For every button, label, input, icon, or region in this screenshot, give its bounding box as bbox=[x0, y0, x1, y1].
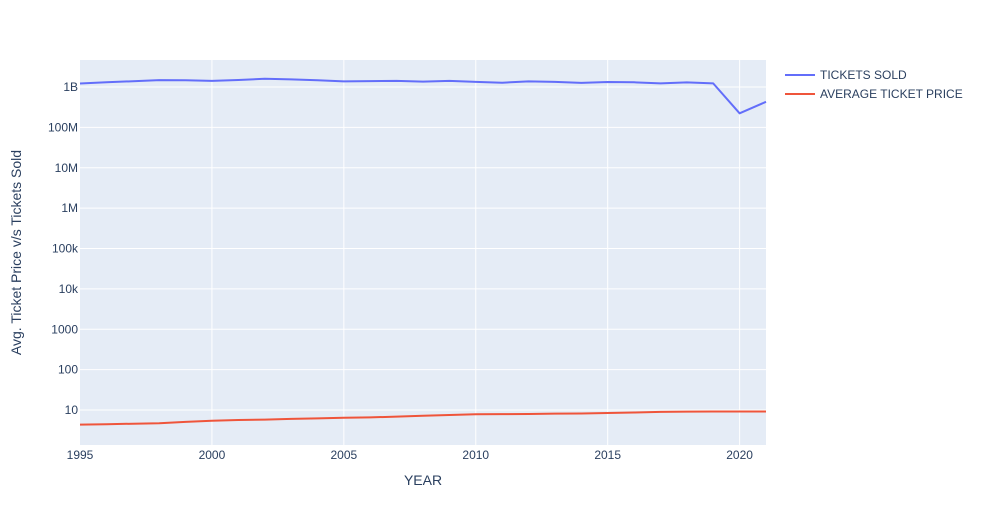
y-tick-label: 100M bbox=[48, 120, 78, 134]
legend-item[interactable]: TICKETS SOLD bbox=[785, 68, 907, 82]
y-tick-label: 10 bbox=[65, 403, 79, 417]
y-axis-title: Avg. Ticket Price v/s Tickets Sold bbox=[8, 150, 24, 355]
x-axis-ticks: 1995 2000 2005 2010 2015 2020 bbox=[67, 448, 754, 462]
y-tick-label: 1M bbox=[61, 201, 78, 215]
x-tick-label: 2000 bbox=[199, 448, 226, 462]
legend[interactable]: TICKETS SOLD AVERAGE TICKET PRICE bbox=[785, 68, 963, 101]
x-tick-label: 1995 bbox=[67, 448, 94, 462]
legend-label: AVERAGE TICKET PRICE bbox=[820, 87, 963, 101]
y-tick-label: 100k bbox=[52, 242, 79, 256]
x-tick-label: 2015 bbox=[594, 448, 621, 462]
y-tick-label: 10M bbox=[55, 161, 78, 175]
y-tick-label: 100 bbox=[58, 363, 78, 377]
series-lines bbox=[79, 77, 767, 426]
legend-item[interactable]: AVERAGE TICKET PRICE bbox=[785, 87, 963, 101]
legend-label: TICKETS SOLD bbox=[820, 68, 907, 82]
grid bbox=[80, 60, 766, 445]
series-line-0[interactable] bbox=[79, 77, 767, 115]
series-line-1[interactable] bbox=[79, 410, 766, 426]
x-axis-title: YEAR bbox=[404, 472, 442, 488]
plot-background bbox=[80, 60, 766, 445]
y-tick-label: 1000 bbox=[51, 322, 78, 336]
y-tick-label: 1B bbox=[63, 80, 78, 94]
x-tick-label: 2020 bbox=[726, 448, 753, 462]
x-tick-label: 2010 bbox=[462, 448, 489, 462]
y-axis-ticks: 10 100 1000 10k 100k 1M 10M 100M 1B bbox=[48, 80, 79, 417]
y-tick-label: 10k bbox=[59, 282, 79, 296]
x-tick-label: 2005 bbox=[330, 448, 357, 462]
